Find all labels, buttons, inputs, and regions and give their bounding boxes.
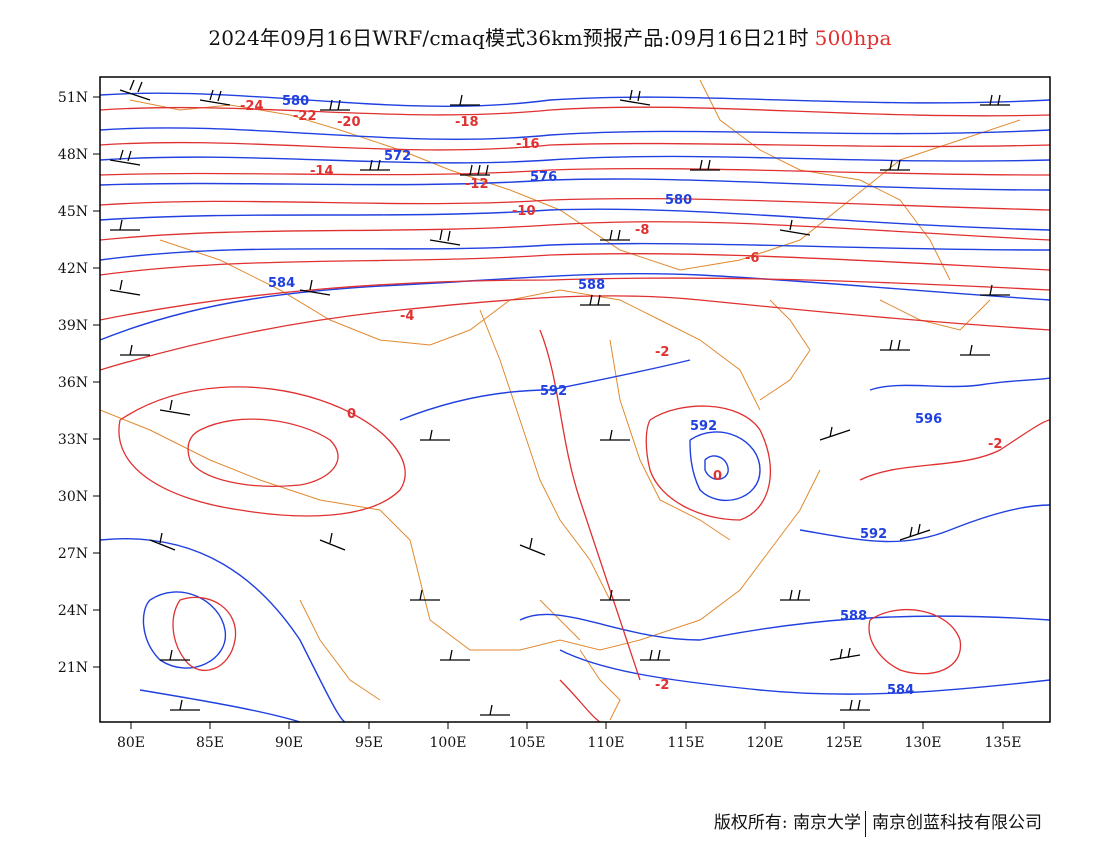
height-label: 584 <box>887 683 914 698</box>
height-label: 592 <box>860 527 887 542</box>
lat-tick-label: 33N <box>58 432 88 448</box>
temperature-label: -4 <box>400 309 414 324</box>
lon-tick-label: 80E <box>117 735 145 751</box>
lat-tick-label: 36N <box>58 375 88 391</box>
temperature-label: -2 <box>655 345 669 360</box>
lon-tick-label: 95E <box>355 735 383 751</box>
lon-tick-label: 105E <box>509 735 546 751</box>
height-contour-labels: 580 584 588 592 596 580 592 588 584 572 … <box>268 94 942 698</box>
temperature-label: -14 <box>310 164 334 179</box>
temperature-label: -20 <box>337 115 361 130</box>
temperature-label: -22 <box>293 109 317 124</box>
temperature-label: -16 <box>516 137 540 152</box>
map-frame <box>99 76 1051 723</box>
height-contours <box>100 92 1050 722</box>
lat-tick-label: 27N <box>58 546 88 562</box>
height-label: 596 <box>915 412 942 427</box>
title-pressure-level: 500hpa <box>814 26 892 50</box>
temperature-label: 0 <box>347 407 356 422</box>
height-label: 592 <box>540 384 567 399</box>
latitude-axis: 51N 48N 45N 42N 39N 36N 33N 30N 27N 24N … <box>58 90 88 676</box>
title-main: 2024年09月16日WRF/cmaq模式36km预报产品:09月16日21时 <box>208 26 809 50</box>
temperature-label: -8 <box>635 223 649 238</box>
credit-separator <box>865 810 866 837</box>
temperature-label: -12 <box>465 177 489 192</box>
height-label: 580 <box>282 94 309 109</box>
lon-tick-label: 130E <box>905 735 942 751</box>
temperature-label: 0 <box>713 469 722 484</box>
height-label: 576 <box>530 170 557 185</box>
lat-tick-label: 45N <box>58 204 88 220</box>
height-label: 580 <box>665 193 692 208</box>
credit-company: 南京创蓝科技有限公司 <box>872 813 1042 833</box>
credit-owner: 版权所有: 南京大学 <box>713 813 861 833</box>
temperature-label: -18 <box>455 115 479 130</box>
temperature-contours <box>100 106 1050 722</box>
height-label: 588 <box>578 278 605 293</box>
lat-tick-label: 24N <box>58 603 88 619</box>
longitude-axis: 80E 85E 90E 95E 100E 105E 110E 115E 120E… <box>117 735 1022 751</box>
axis-ticks <box>93 96 1004 729</box>
lon-tick-label: 110E <box>588 735 625 751</box>
lat-tick-label: 21N <box>58 660 88 676</box>
boundary-lines <box>100 79 1021 721</box>
height-label: 592 <box>690 419 717 434</box>
height-label: 584 <box>268 276 295 291</box>
chart-title: 2024年09月16日WRF/cmaq模式36km预报产品:09月16日21时 5… <box>0 22 1100 51</box>
lon-tick-label: 135E <box>985 735 1022 751</box>
copyright-credit: 版权所有: 南京大学 南京创蓝科技有限公司 <box>714 808 1042 837</box>
temperature-label: -10 <box>512 204 536 219</box>
lon-tick-label: 90E <box>275 735 303 751</box>
lat-tick-label: 42N <box>58 261 88 277</box>
temperature-label: -24 <box>240 99 264 114</box>
height-label: 572 <box>384 149 411 164</box>
lat-tick-label: 39N <box>58 318 88 334</box>
lon-tick-label: 100E <box>430 735 467 751</box>
lat-tick-label: 30N <box>58 489 88 505</box>
lat-tick-label: 51N <box>58 90 88 106</box>
lon-tick-label: 125E <box>826 735 863 751</box>
temperature-contour-labels: -24 -22 -20 -18 -16 -14 -12 -10 -8 -6 -4… <box>240 99 1002 693</box>
lon-tick-label: 120E <box>747 735 784 751</box>
temperature-label: -6 <box>745 251 759 266</box>
height-label: 588 <box>840 609 867 624</box>
temperature-label: -2 <box>988 437 1002 452</box>
temperature-label: -2 <box>655 678 669 693</box>
lat-tick-label: 48N <box>58 147 88 163</box>
lon-tick-label: 115E <box>668 735 705 751</box>
lon-tick-label: 85E <box>196 735 224 751</box>
wind-barbs <box>109 79 1010 716</box>
